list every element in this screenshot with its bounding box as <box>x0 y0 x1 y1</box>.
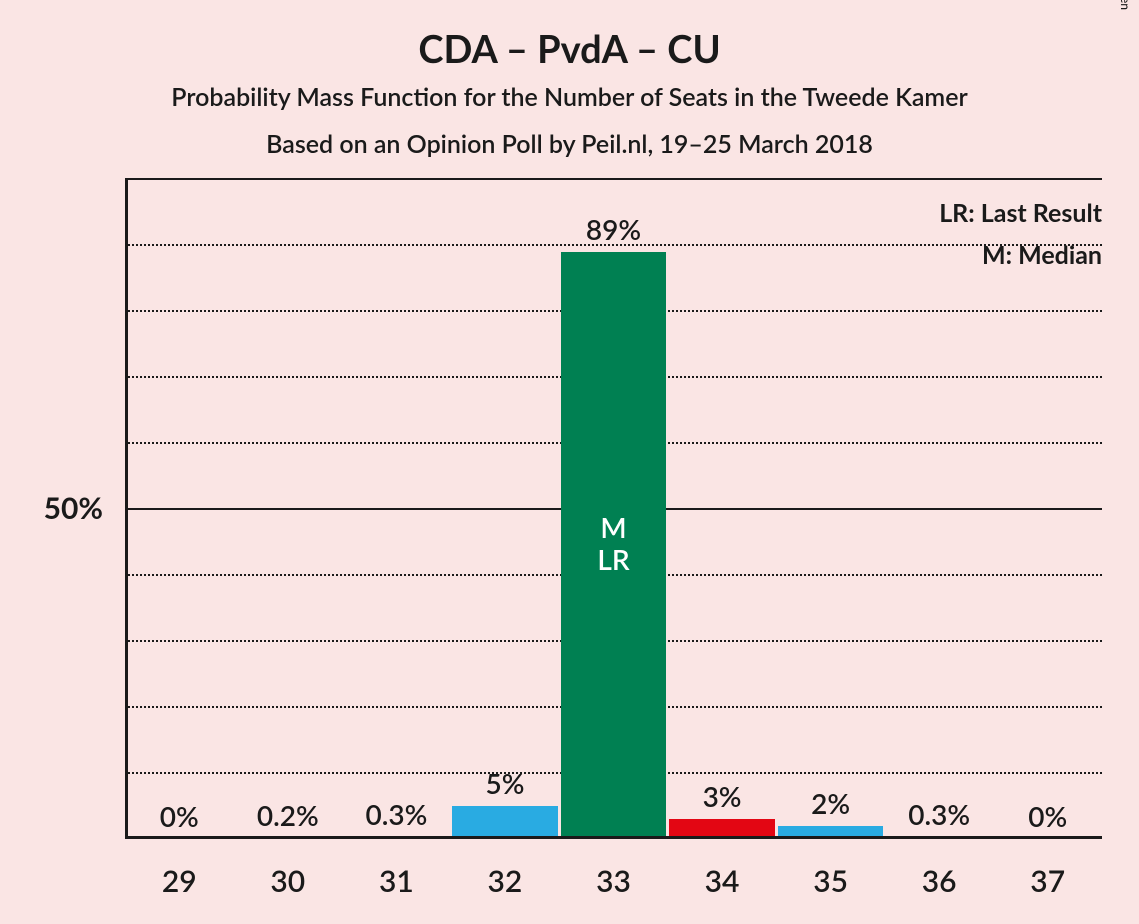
bar <box>452 806 557 839</box>
bar-value-label: 89% <box>559 212 668 246</box>
median-marker: M <box>561 511 666 543</box>
chart-subtitle-2: Based on an Opinion Poll by Peil.nl, 19–… <box>0 129 1139 159</box>
x-axis-label: 30 <box>234 863 343 899</box>
y-axis-line <box>125 179 128 839</box>
x-axis-label: 35 <box>776 863 885 899</box>
bar-value-label: 5% <box>451 766 560 800</box>
chart-subtitle-1: Probability Mass Function for the Number… <box>0 82 1139 112</box>
x-axis-label: 34 <box>668 863 777 899</box>
legend-last-result: LR: Last Result <box>939 198 1102 228</box>
bar-value-label: 0.3% <box>342 797 451 831</box>
bar-value-label: 0.3% <box>885 797 994 831</box>
bar-value-label: 3% <box>668 779 777 813</box>
bar-value-label: 0.2% <box>234 798 343 832</box>
x-axis-line <box>125 836 1102 839</box>
x-axis-label: 37 <box>993 863 1102 899</box>
legend-median: M: Median <box>982 240 1102 270</box>
plot-area: 0%0.2%0.3%5%89%MLR3%2%0.3%0% <box>125 179 1102 839</box>
chart-title: CDA – PvdA – CU <box>0 26 1139 72</box>
gridline <box>125 178 1102 180</box>
y-axis-tick-label: 50% <box>0 490 103 526</box>
copyright-label: © 2020 Filip van Laenen <box>1118 0 1133 10</box>
bar-value-label: 0% <box>993 799 1102 833</box>
x-axis-label: 36 <box>885 863 994 899</box>
bar-value-label: 0% <box>125 799 234 833</box>
x-axis-label: 31 <box>342 863 451 899</box>
x-axis-label: 32 <box>451 863 560 899</box>
x-axis-label: 29 <box>125 863 234 899</box>
last-result-marker: LR <box>561 543 666 575</box>
bar-value-label: 2% <box>776 786 885 820</box>
x-axis-label: 33 <box>559 863 668 899</box>
bar-marker-label: MLR <box>561 511 666 575</box>
